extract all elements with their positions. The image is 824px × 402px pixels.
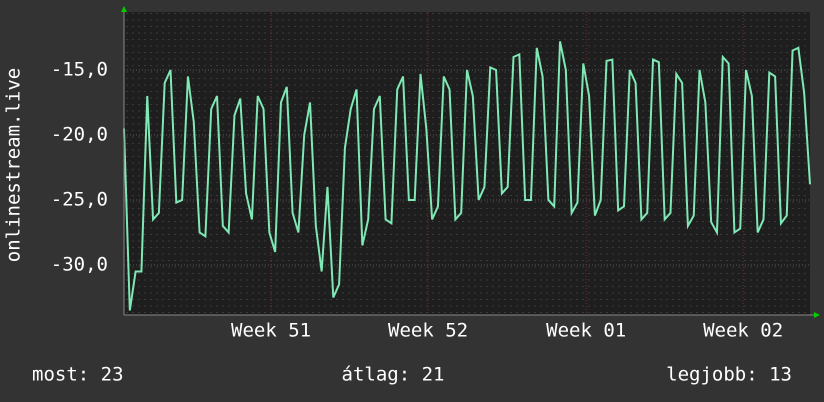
- grid: [124, 12, 810, 315]
- footer-current: most: 23: [32, 364, 124, 386]
- y-tick-label: -30,0: [51, 253, 108, 275]
- x-tick-label: Week 02: [703, 320, 783, 342]
- x-tick-label: Week 51: [231, 320, 311, 342]
- y-axis-label: onlinestream.live: [3, 68, 25, 262]
- footer-best: legjobb: 13: [666, 364, 792, 386]
- series-line: [123, 41, 811, 311]
- footer-average: átlag: 21: [342, 364, 445, 386]
- y-tick-label: -25,0: [51, 188, 108, 210]
- x-tick-label: Week 01: [546, 320, 626, 342]
- x-tick-label: Week 52: [388, 320, 468, 342]
- minor-grid: [124, 12, 810, 315]
- marks: [123, 41, 811, 311]
- axis-arrow: [121, 6, 127, 12]
- axis-arrow: [814, 312, 820, 318]
- y-tick-label: -20,0: [51, 123, 108, 145]
- y-tick-label: -15,0: [51, 58, 108, 80]
